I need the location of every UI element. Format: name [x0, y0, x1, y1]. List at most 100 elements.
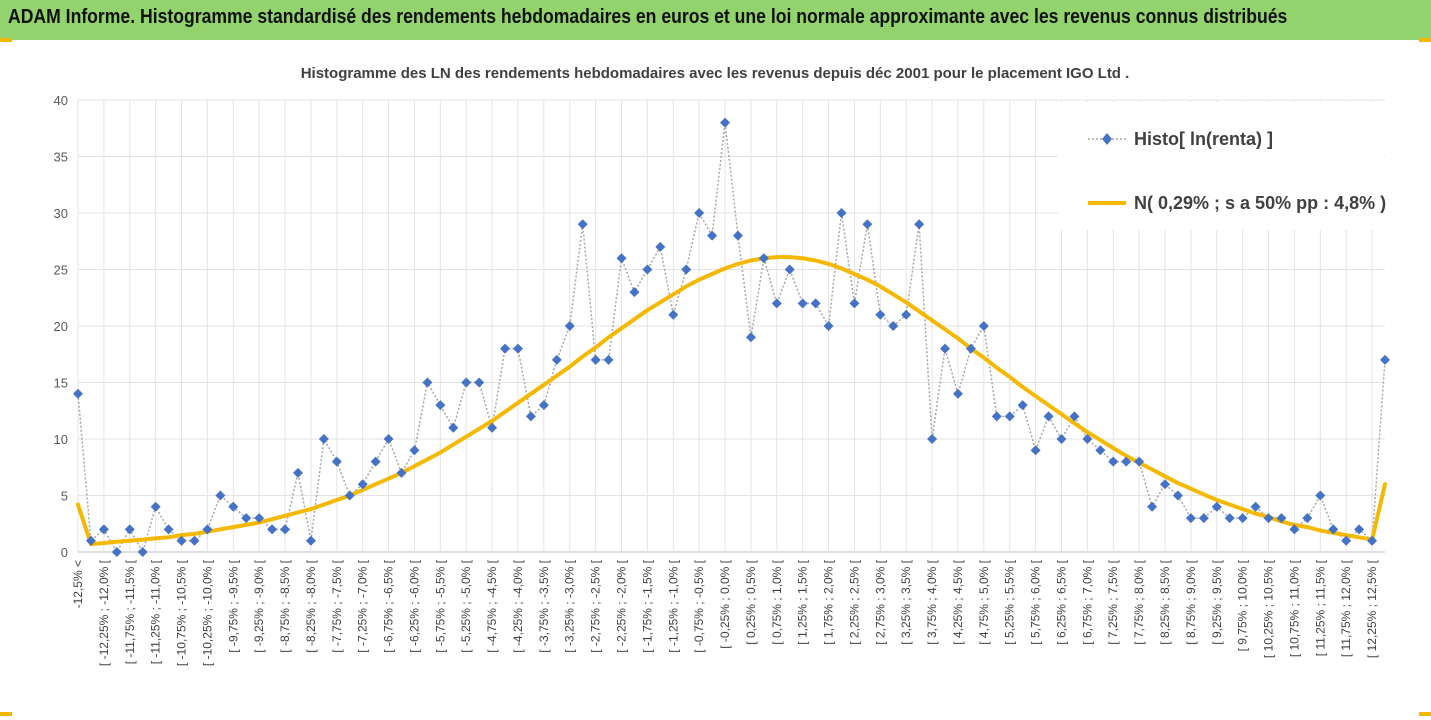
- histogram-point: [396, 467, 407, 478]
- x-tick-label: [ -2,25% ; -2,0% [: [615, 559, 629, 652]
- histogram-point: [551, 354, 562, 365]
- histogram-point: [344, 490, 355, 501]
- histogram-point: [422, 377, 433, 388]
- histogram-point: [85, 535, 96, 546]
- histogram-point: [1328, 524, 1339, 535]
- histogram-point: [111, 547, 122, 557]
- banner-title: ADAM Informe. Histogramme standardisé de…: [8, 6, 1288, 28]
- histogram-point: [668, 309, 679, 320]
- y-tick-label: 5: [61, 489, 68, 504]
- corner-mark: [0, 712, 12, 716]
- x-tick-label: [ -8,25% ; -8,0% [: [304, 559, 318, 652]
- histogram-point: [978, 321, 989, 331]
- x-tick-label: [ 2,75% ; 3,0% [: [873, 559, 887, 644]
- corner-mark: [1419, 712, 1431, 716]
- histogram-point: [927, 434, 938, 444]
- x-tick-label: [ 1,25% ; 1,5% [: [796, 559, 810, 644]
- histogram-point: [215, 490, 226, 501]
- histogram-point: [720, 117, 731, 128]
- histogram-point: [370, 456, 381, 467]
- x-tick-label: [ -3,75% ; -3,5% [: [537, 559, 551, 652]
- legend-normal-label: N( 0,29% ; s a 50% pp : 4,8% ): [1134, 193, 1386, 213]
- histogram-point: [1263, 513, 1274, 524]
- x-tick-label: [ -6,25% ; -6,0% [: [407, 559, 421, 652]
- x-tick-label: [ 5,25% ; 5,5% [: [1003, 559, 1017, 644]
- histogram-point: [73, 388, 83, 399]
- histogram-point: [901, 309, 912, 320]
- histogram-point: [474, 377, 485, 388]
- x-tick-label: [ 6,25% ; 6,5% [: [1054, 559, 1068, 644]
- histogram-point: [1108, 456, 1119, 467]
- histogram-point: [1250, 501, 1261, 512]
- histogram-point: [512, 343, 523, 354]
- x-tick-label: [ 7,25% ; 7,5% [: [1106, 559, 1120, 644]
- histogram-point: [603, 354, 614, 365]
- x-tick-label: [ -10,75% ; -10,5% [: [175, 559, 189, 666]
- histogram-point: [1315, 490, 1326, 501]
- histogram-point: [952, 388, 963, 399]
- x-tick-label: [ -4,75% ; -4,5% [: [485, 559, 499, 652]
- histogram-point: [914, 219, 925, 230]
- histogram-point: [1185, 513, 1196, 524]
- histogram-point: [538, 400, 549, 411]
- histogram-point: [616, 253, 627, 264]
- y-tick-label: 40: [54, 93, 68, 108]
- x-tick-label: [ 8,75% ; 9,0% [: [1184, 559, 1198, 644]
- histogram-point: [280, 524, 291, 535]
- y-tick-label: 0: [61, 545, 68, 560]
- corner-mark: [1419, 38, 1431, 42]
- x-axis-ticks: -12,5% < [ -12,25% ; -12,0% [[ -11,75% ; …: [71, 559, 1379, 666]
- histogram-point: [991, 411, 1002, 422]
- histogram-point: [228, 501, 239, 512]
- x-tick-label: [ 3,25% ; 3,5% [: [899, 559, 913, 644]
- histogram-point: [1121, 456, 1132, 467]
- x-tick-label: [ -12,25% ; -12,0% [: [97, 559, 111, 666]
- y-tick-label: 25: [54, 263, 68, 278]
- histogram-point: [292, 467, 303, 478]
- histogram-point: [1354, 524, 1365, 535]
- x-tick-label: [ -1,25% ; -1,0% [: [666, 559, 680, 652]
- histogram-point: [1056, 434, 1067, 444]
- histogram-point: [1276, 513, 1287, 524]
- x-tick-label: [ -7,75% ; -7,5% [: [330, 559, 344, 652]
- histogram-point: [305, 535, 316, 546]
- chart-area: Histogramme des LN des rendements hebdom…: [54, 65, 1390, 666]
- histogram-point: [1380, 354, 1390, 365]
- x-tick-label: [ -0,75% ; -0,5% [: [692, 559, 706, 652]
- histogram-point: [331, 456, 342, 467]
- histogram-point: [1341, 535, 1352, 546]
- histogram-point: [1237, 513, 1248, 524]
- histogram-point: [758, 253, 769, 264]
- corner-mark: [0, 38, 12, 42]
- x-tick-label: [ -9,25% ; -9,0% [: [252, 559, 266, 652]
- x-tick-label: [ 0,25% ; 0,5% [: [744, 559, 758, 644]
- histogram-point: [784, 264, 795, 275]
- x-tick-label: [ 5,75% ; 6,0% [: [1029, 559, 1043, 644]
- histogram-point: [98, 524, 109, 535]
- histogram-point: [1211, 501, 1222, 512]
- histogram-point: [745, 332, 756, 343]
- histogram-point: [189, 535, 200, 546]
- histogram-point: [849, 298, 860, 309]
- y-axis-ticks: 0 5 10 15 20 25 30 35 40: [54, 93, 68, 560]
- histogram-point: [318, 434, 329, 444]
- x-tick-label: [ 12,25% ; 12,5% [: [1365, 559, 1379, 658]
- x-tick-label: [ -5,75% ; -5,5% [: [433, 559, 447, 652]
- histogram-point: [888, 321, 899, 331]
- histogram-point: [642, 264, 653, 275]
- x-tick-label: [ -9,75% ; -9,5% [: [226, 559, 240, 652]
- histogram-point: [1134, 456, 1145, 467]
- histogram-point: [124, 524, 135, 535]
- x-tick-label: [ -1,75% ; -1,5% [: [640, 559, 654, 652]
- legend-histo-label: Histo[ ln(renta) ]: [1134, 129, 1273, 149]
- histogram-point: [448, 422, 459, 433]
- histogram-point: [525, 411, 536, 422]
- x-tick-label: [ -2,75% ; -2,5% [: [589, 559, 603, 652]
- histogram-point: [163, 524, 174, 535]
- histogram-point: [823, 321, 834, 331]
- histogram-point: [487, 422, 498, 433]
- x-tick-label: [ -10,25% ; -10,0% [: [200, 559, 214, 666]
- histogram-point: [254, 513, 265, 524]
- x-tick-label: [ 9,25% ; 9,5% [: [1210, 559, 1224, 644]
- legend-box: [1058, 102, 1384, 230]
